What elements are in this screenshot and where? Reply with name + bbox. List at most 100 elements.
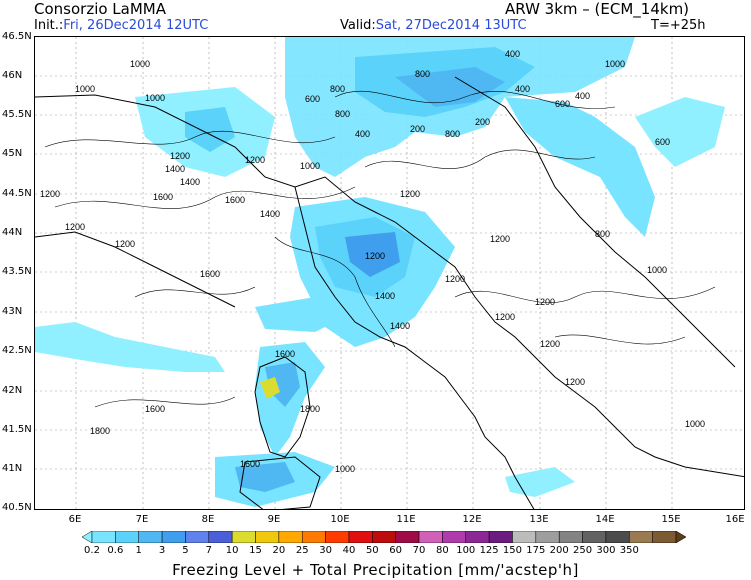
contour-label: 1200 bbox=[170, 151, 190, 161]
legend-swatch bbox=[419, 531, 442, 543]
legend-swatch bbox=[629, 531, 652, 543]
legend-label: 80 bbox=[436, 545, 449, 556]
legend-swatch bbox=[279, 531, 302, 543]
legend-swatch bbox=[559, 531, 582, 543]
legend-swatch bbox=[653, 531, 676, 543]
lat-tick: 42N bbox=[2, 385, 30, 396]
lon-tick: 16E bbox=[720, 514, 750, 525]
contour-label: 1000 bbox=[685, 419, 705, 429]
contour-label: 1800 bbox=[300, 404, 320, 414]
precipitation-map: 1000 1000 1000 1200 1400 1400 1200 1600 … bbox=[34, 36, 745, 510]
lon-tick: 11E bbox=[391, 514, 421, 525]
contour-label: 1800 bbox=[90, 426, 110, 436]
init-value: Fri, 26Dec2014 12UTC bbox=[63, 18, 208, 33]
legend-swatch bbox=[489, 531, 512, 543]
legend-label: 150 bbox=[503, 545, 522, 556]
contour-label: 1200 bbox=[115, 239, 135, 249]
legend-label: 3 bbox=[159, 545, 165, 556]
lon-tick: 9E bbox=[259, 514, 289, 525]
lat-tick: 46N bbox=[2, 70, 30, 81]
contour-label: 1400 bbox=[375, 291, 395, 301]
contour-label: 800 bbox=[330, 84, 345, 94]
legend-swatch bbox=[512, 531, 535, 543]
contour-label: 1600 bbox=[153, 192, 173, 202]
legend-swatch bbox=[232, 531, 255, 543]
contour-label: 1200 bbox=[65, 222, 85, 232]
lon-tick: 6E bbox=[60, 514, 90, 525]
contour-label: 1000 bbox=[647, 265, 667, 275]
contour-label: 1000 bbox=[300, 161, 320, 171]
legend-label: 25 bbox=[296, 545, 309, 556]
legend-label: 175 bbox=[526, 545, 545, 556]
lat-tick: 44N bbox=[2, 227, 30, 238]
legend-swatch bbox=[372, 531, 395, 543]
legend-label: 10 bbox=[226, 545, 239, 556]
contour-label: 1200 bbox=[445, 274, 465, 284]
valid-label: Valid: bbox=[340, 18, 376, 33]
legend-label: 70 bbox=[413, 545, 426, 556]
lat-tick: 43N bbox=[2, 306, 30, 317]
legend-arrow-left bbox=[82, 531, 92, 543]
lon-tick: 10E bbox=[325, 514, 355, 525]
legend-swatch bbox=[396, 531, 419, 543]
contour-label: 400 bbox=[575, 91, 590, 101]
contour-label: 1200 bbox=[495, 312, 515, 322]
contour-label: 1200 bbox=[535, 297, 555, 307]
legend-swatch bbox=[466, 531, 489, 543]
model-title: ARW 3km – (ECM_14km) bbox=[505, 2, 689, 17]
field-title: Freezing Level + Total Precipitation [mm… bbox=[0, 561, 751, 579]
legend-label: 50 bbox=[366, 545, 379, 556]
lat-tick: 45.5N bbox=[2, 109, 30, 120]
contour-label: 1200 bbox=[245, 155, 265, 165]
valid-time: Valid:Sat, 27Dec2014 13UTC bbox=[340, 18, 527, 33]
legend-swatch bbox=[536, 531, 559, 543]
contour-label: 400 bbox=[355, 129, 370, 139]
forecast-lead-time: T=+25h bbox=[651, 18, 706, 33]
lat-tick: 43.5N bbox=[2, 266, 30, 277]
legend-label: 20 bbox=[273, 545, 286, 556]
legend-label: 5 bbox=[182, 545, 188, 556]
contour-label: 400 bbox=[515, 84, 530, 94]
legend-swatch bbox=[139, 531, 162, 543]
legend-swatch bbox=[442, 531, 465, 543]
lon-tick: 14E bbox=[590, 514, 620, 525]
contour-label: 200 bbox=[410, 124, 425, 134]
legend-label: 300 bbox=[596, 545, 615, 556]
valid-value: Sat, 27Dec2014 13UTC bbox=[376, 18, 527, 33]
lon-tick: 12E bbox=[457, 514, 487, 525]
legend-label: 60 bbox=[389, 545, 402, 556]
legend-swatch bbox=[606, 531, 629, 543]
contour-label: 1000 bbox=[130, 59, 150, 69]
legend-label: 100 bbox=[456, 545, 475, 556]
organization-title: Consorzio LaMMA bbox=[34, 2, 166, 17]
legend-label: 350 bbox=[620, 545, 639, 556]
contour-label: 600 bbox=[655, 137, 670, 147]
legend-label: 40 bbox=[343, 545, 356, 556]
contour-label: 600 bbox=[555, 99, 570, 109]
contour-label: 800 bbox=[335, 109, 350, 119]
lat-tick: 41N bbox=[2, 463, 30, 474]
lat-tick: 44.5N bbox=[2, 188, 30, 199]
contour-label: 1600 bbox=[200, 269, 220, 279]
map-canvas: 1000 1000 1000 1200 1400 1400 1200 1600 … bbox=[35, 37, 745, 510]
contour-label: 1200 bbox=[400, 189, 420, 199]
init-time: Init.:Fri, 26Dec2014 12UTC bbox=[34, 18, 208, 33]
contour-label: 1600 bbox=[225, 195, 245, 205]
legend-label: 125 bbox=[480, 545, 499, 556]
lat-tick: 42.5N bbox=[2, 345, 30, 356]
lat-tick: 40.5N bbox=[2, 502, 30, 513]
contour-label: 1400 bbox=[390, 321, 410, 331]
contour-label: 1400 bbox=[165, 164, 185, 174]
legend-label: 15 bbox=[249, 545, 262, 556]
contour-label: 200 bbox=[475, 117, 490, 127]
color-legend bbox=[82, 531, 686, 543]
legend-label: 30 bbox=[319, 545, 332, 556]
contour-label: 1200 bbox=[490, 234, 510, 244]
legend-swatch bbox=[326, 531, 349, 543]
contour-label: 800 bbox=[415, 69, 430, 79]
legend-label: 0.2 bbox=[84, 545, 100, 556]
contour-label: 1600 bbox=[275, 349, 295, 359]
contour-label: 1600 bbox=[240, 459, 260, 469]
contour-label: 1000 bbox=[335, 464, 355, 474]
legend-label: 1 bbox=[136, 545, 142, 556]
